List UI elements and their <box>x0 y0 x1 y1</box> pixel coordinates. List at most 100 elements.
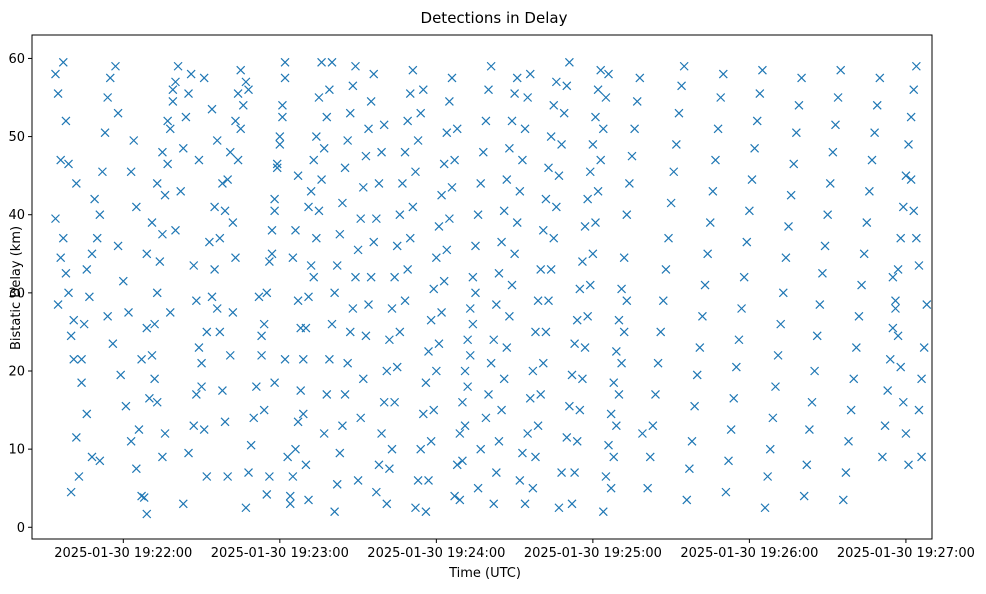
data-point <box>61 268 71 278</box>
data-point <box>862 218 872 227</box>
data-point <box>564 401 574 411</box>
data-point <box>147 218 157 227</box>
data-point <box>56 253 66 263</box>
data-point <box>171 225 180 235</box>
data-point <box>726 425 736 435</box>
data-point <box>444 96 454 106</box>
data-point <box>502 175 512 184</box>
data-point <box>58 57 68 67</box>
data-point <box>353 475 363 485</box>
data-point <box>220 417 230 427</box>
data-point <box>632 96 642 106</box>
data-point <box>687 436 697 446</box>
data-point <box>77 354 86 364</box>
data-point <box>121 401 131 411</box>
data-point <box>544 296 553 306</box>
data-point <box>596 155 606 165</box>
data-point <box>567 499 577 509</box>
data-point <box>51 214 60 224</box>
data-point <box>160 190 170 200</box>
data-point <box>658 296 668 306</box>
data-point <box>105 73 115 83</box>
data-point <box>575 405 585 415</box>
data-point <box>111 61 120 71</box>
data-point <box>210 264 220 274</box>
data-point <box>79 319 89 329</box>
data-point <box>58 233 68 243</box>
data-point <box>301 323 311 333</box>
data-point <box>129 136 139 145</box>
data-point <box>220 206 230 216</box>
data-point <box>773 350 783 360</box>
data-point <box>557 468 566 478</box>
data-point <box>181 112 191 122</box>
data-point <box>356 413 366 423</box>
data-point <box>857 280 866 290</box>
data-point <box>150 319 160 329</box>
data-point <box>327 57 337 67</box>
data-point <box>546 264 556 274</box>
data-point <box>298 354 308 364</box>
data-point <box>906 175 916 184</box>
data-point <box>92 233 102 243</box>
y-tick-label: 0 <box>17 521 25 536</box>
data-point <box>731 362 741 372</box>
data-point <box>155 257 165 267</box>
data-point <box>191 390 201 399</box>
data-point <box>437 307 446 317</box>
data-point <box>131 464 141 474</box>
data-point <box>69 354 79 364</box>
data-point <box>309 155 319 165</box>
data-point <box>533 296 543 306</box>
data-point <box>330 288 340 298</box>
data-point <box>684 464 694 474</box>
data-point <box>361 151 371 161</box>
data-point <box>384 335 394 345</box>
data-point <box>442 245 452 255</box>
data-point <box>439 276 449 286</box>
data-point <box>598 507 608 517</box>
data-point <box>142 509 152 519</box>
data-point <box>499 206 509 216</box>
data-point <box>758 65 767 75</box>
data-point <box>763 472 773 481</box>
data-point <box>285 491 295 501</box>
data-point <box>450 155 460 165</box>
data-point <box>570 339 580 349</box>
data-point <box>781 253 791 263</box>
data-point <box>463 335 473 345</box>
data-point <box>486 358 496 368</box>
data-point <box>512 218 522 227</box>
data-point <box>458 456 467 466</box>
data-point <box>825 179 835 188</box>
data-point <box>100 128 110 138</box>
data-point <box>95 210 105 220</box>
data-point <box>752 116 762 126</box>
data-point <box>536 264 546 274</box>
data-point <box>888 272 898 282</box>
data-point <box>189 261 199 270</box>
data-point <box>207 104 217 114</box>
data-point <box>366 272 376 282</box>
data-point <box>426 315 436 325</box>
data-point <box>204 237 214 247</box>
data-point <box>126 436 136 446</box>
data-point <box>645 452 655 462</box>
data-point <box>95 456 105 466</box>
data-point <box>249 413 259 423</box>
data-point <box>126 167 136 177</box>
data-point <box>317 57 326 67</box>
data-point <box>580 222 590 231</box>
data-point <box>314 206 324 216</box>
data-point <box>734 335 744 345</box>
data-point <box>275 132 285 142</box>
data-point <box>572 315 582 325</box>
data-point <box>358 374 368 384</box>
data-point <box>168 85 178 95</box>
data-point <box>724 456 733 466</box>
data-point <box>254 292 264 302</box>
data-point <box>898 397 908 407</box>
data-point <box>611 421 621 431</box>
